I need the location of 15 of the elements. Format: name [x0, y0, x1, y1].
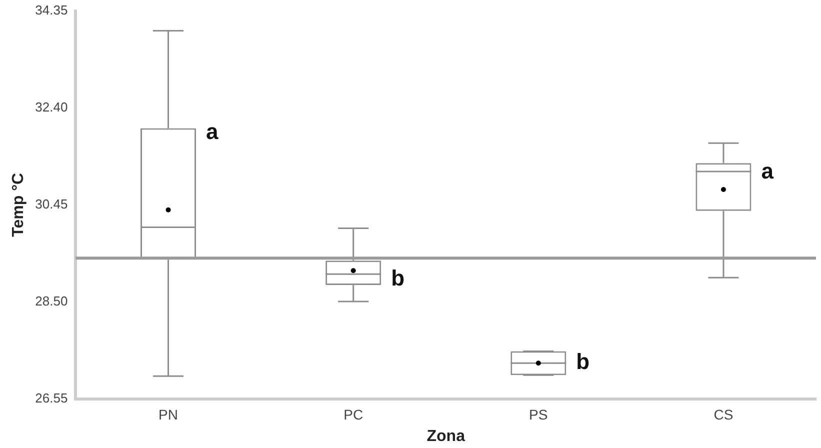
y-tick-label: 34.35	[35, 2, 68, 18]
y-tick-label: 26.55	[35, 390, 68, 406]
x-tick-label: PS	[529, 406, 548, 422]
y-tick-label: 28.50	[35, 294, 68, 309]
x-tick-label: PC	[344, 406, 364, 422]
annotation: b	[391, 266, 405, 291]
y-axis-title: Temp °C	[10, 172, 28, 237]
x-tick-label: PN	[158, 406, 178, 422]
x-axis-title: Zona	[426, 428, 466, 445]
y-tick-label: 30.45	[35, 196, 68, 212]
annotation: a	[761, 158, 774, 184]
annotation: b	[576, 349, 590, 374]
x-tick-label: CS	[714, 406, 734, 422]
y-tick-label: 32.40	[35, 99, 68, 114]
annotation: a	[206, 118, 220, 144]
